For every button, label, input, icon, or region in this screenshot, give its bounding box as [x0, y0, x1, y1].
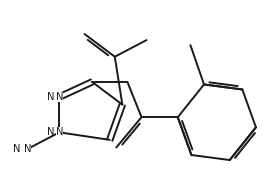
Text: N: N: [13, 144, 20, 154]
Text: N: N: [56, 92, 63, 102]
Text: N: N: [56, 127, 63, 137]
Text: N: N: [24, 144, 31, 154]
Text: N: N: [46, 92, 54, 102]
Text: N: N: [46, 127, 54, 137]
